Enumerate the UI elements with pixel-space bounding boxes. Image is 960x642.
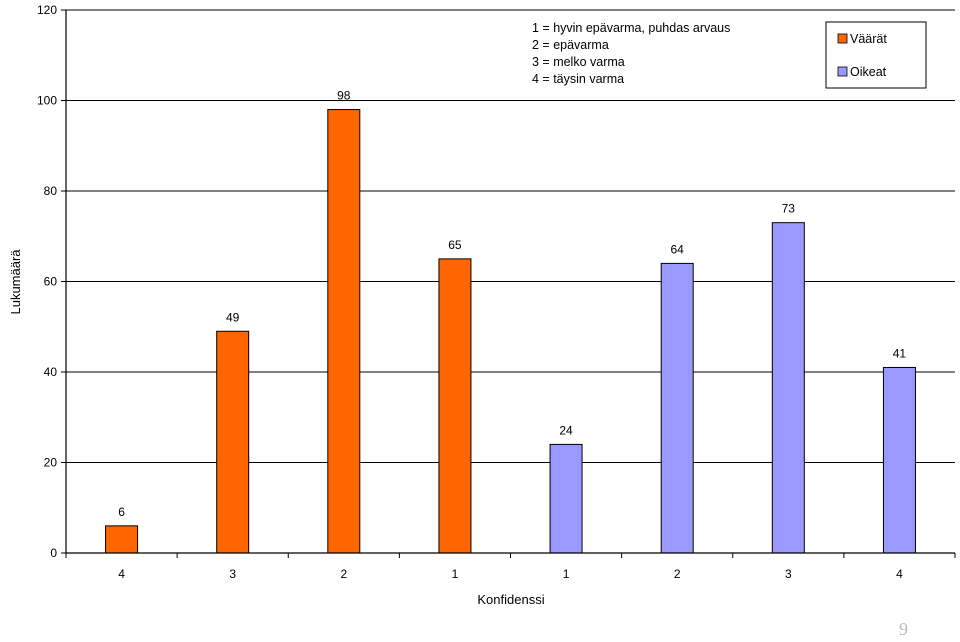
x-tick-label: 4 [118, 567, 125, 581]
bar [771, 222, 805, 554]
annotation-line: 1 = hyvin epävarma, puhdas arvaus [532, 21, 730, 35]
bar [327, 109, 361, 554]
bars [105, 109, 916, 554]
axes [61, 9, 956, 558]
y-axis-title: Lukumäärä [8, 249, 23, 315]
annotation-line: 3 = melko varma [532, 55, 625, 69]
data-label: 73 [782, 202, 796, 216]
x-tick-label: 2 [340, 567, 347, 581]
x-axis-title: Konfidenssi [477, 592, 544, 607]
x-tick-label: 4 [896, 567, 903, 581]
y-tick-label: 0 [50, 546, 57, 560]
data-label: 64 [671, 242, 685, 256]
x-tick-label: 1 [563, 567, 570, 581]
x-tick-label: 1 [452, 567, 459, 581]
legend-swatch-oikeat [837, 66, 848, 77]
legend: Väärät Oikeat [825, 21, 927, 89]
annotation-text: 1 = hyvin epävarma, puhdas arvaus 2 = ep… [532, 21, 730, 86]
data-label: 65 [448, 238, 462, 252]
gridlines [66, 9, 955, 463]
data-label: 6 [118, 505, 125, 519]
legend-label-oikeat: Oikeat [850, 65, 887, 79]
legend-label-vaarat: Väärät [850, 32, 887, 46]
y-tick-label: 80 [44, 184, 58, 198]
data-label: 41 [893, 346, 907, 360]
y-tick-label: 100 [37, 94, 57, 108]
legend-box [825, 21, 927, 89]
y-tick-label: 40 [44, 365, 58, 379]
data-label: 24 [559, 423, 573, 437]
x-tick-labels: 4 3 2 1 1 2 3 4 [118, 567, 903, 581]
data-label: 98 [337, 89, 351, 103]
y-tick-label: 20 [44, 456, 58, 470]
x-tick-label: 3 [229, 567, 236, 581]
annotation-line: 4 = täysin varma [532, 72, 624, 86]
legend-swatch-vaarat [837, 33, 848, 44]
bar [105, 525, 139, 554]
y-tick-label: 60 [44, 275, 58, 289]
x-tick-label: 3 [785, 567, 792, 581]
bar [660, 262, 694, 554]
y-tick-labels: 0 20 40 60 80 100 120 [37, 3, 57, 560]
bar [438, 258, 472, 554]
x-tick-label: 2 [674, 567, 681, 581]
data-label: 49 [226, 310, 240, 324]
bar [882, 366, 916, 554]
data-labels: 6 49 98 65 24 64 73 41 [118, 89, 906, 519]
bar [549, 443, 583, 554]
annotation-line: 2 = epävarma [532, 38, 609, 52]
y-tick-label: 120 [37, 3, 57, 17]
bar [216, 330, 250, 554]
page-number: 9 [899, 619, 908, 639]
